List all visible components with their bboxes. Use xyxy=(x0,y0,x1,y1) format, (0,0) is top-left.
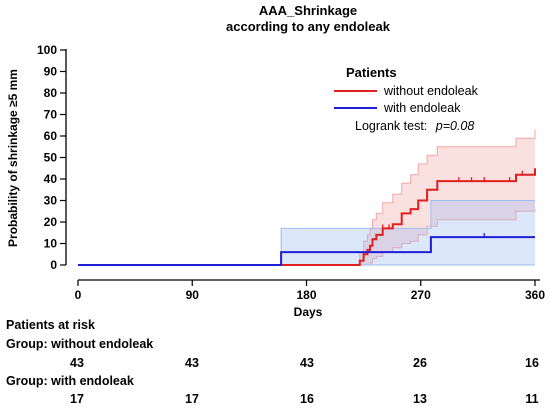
risk-count-with-0: 17 xyxy=(70,392,84,406)
chart-title: AAA_Shrinkage xyxy=(259,3,357,18)
risk-count-with-90: 17 xyxy=(185,392,199,406)
risk-count-without-270: 26 xyxy=(413,356,427,370)
ci-upper-without-endoleak xyxy=(78,129,536,266)
y-tick-label-70: 70 xyxy=(44,108,58,122)
y-tick-label-20: 20 xyxy=(44,215,58,229)
ci-band-without-endoleak xyxy=(78,129,535,265)
risk-table-title: Patients at risk xyxy=(6,318,95,332)
logrank-p-value: p=0.08 xyxy=(435,119,475,133)
x-axis-label: Days xyxy=(294,305,323,319)
survival-curve-with-endoleak xyxy=(78,236,535,266)
risk-count-without-90: 43 xyxy=(185,356,199,370)
x-tick-label-180: 180 xyxy=(296,288,316,302)
x-tick-label-90: 90 xyxy=(186,288,200,302)
risk-count-without-180: 43 xyxy=(300,356,314,370)
x-tick-label-0: 0 xyxy=(75,288,82,302)
ci-band-with-endoleak xyxy=(78,200,535,265)
risk-count-without-360: 16 xyxy=(525,356,539,370)
y-tick-label-50: 50 xyxy=(44,151,58,165)
risk-count-with-270: 13 xyxy=(413,392,427,406)
risk-count-without-0: 43 xyxy=(70,356,84,370)
y-tick-label-100: 100 xyxy=(37,43,57,57)
legend: Patients without endoleak with endoleak … xyxy=(334,65,479,133)
risk-group-label-without-endoleak: Group: without endoleak xyxy=(6,337,154,351)
y-tick-label-10: 10 xyxy=(44,237,58,251)
y-tick-label-0: 0 xyxy=(50,258,57,272)
y-tick-label-60: 60 xyxy=(44,129,58,143)
y-tick-label-80: 80 xyxy=(44,86,58,100)
ci-lower-without-endoleak xyxy=(78,209,536,266)
x-tick-label-360: 360 xyxy=(525,288,545,302)
y-tick-label-30: 30 xyxy=(44,194,58,208)
legend-entry-without-endoleak: without endoleak xyxy=(383,84,479,98)
x-tick-label-270: 270 xyxy=(411,288,431,302)
legend-entry-with-endoleak: with endoleak xyxy=(383,101,461,115)
y-tick-label-90: 90 xyxy=(44,65,58,79)
logrank-prefix: Logrank test: xyxy=(355,119,427,133)
y-tick-label-40: 40 xyxy=(44,172,58,186)
chart-subtitle: according to any endoleak xyxy=(226,19,391,34)
survival-curve-without-endoleak xyxy=(78,168,536,266)
risk-group-label-with-endoleak: Group: with endoleak xyxy=(6,374,134,388)
risk-count-with-180: 16 xyxy=(300,392,314,406)
logrank-note: Logrank test: p=0.08 xyxy=(355,119,474,133)
risk-count-with-360: 11 xyxy=(525,392,539,406)
legend-title: Patients xyxy=(346,65,397,80)
y-axis-label: Probability of shrinkage ≥5 mm xyxy=(6,69,20,247)
